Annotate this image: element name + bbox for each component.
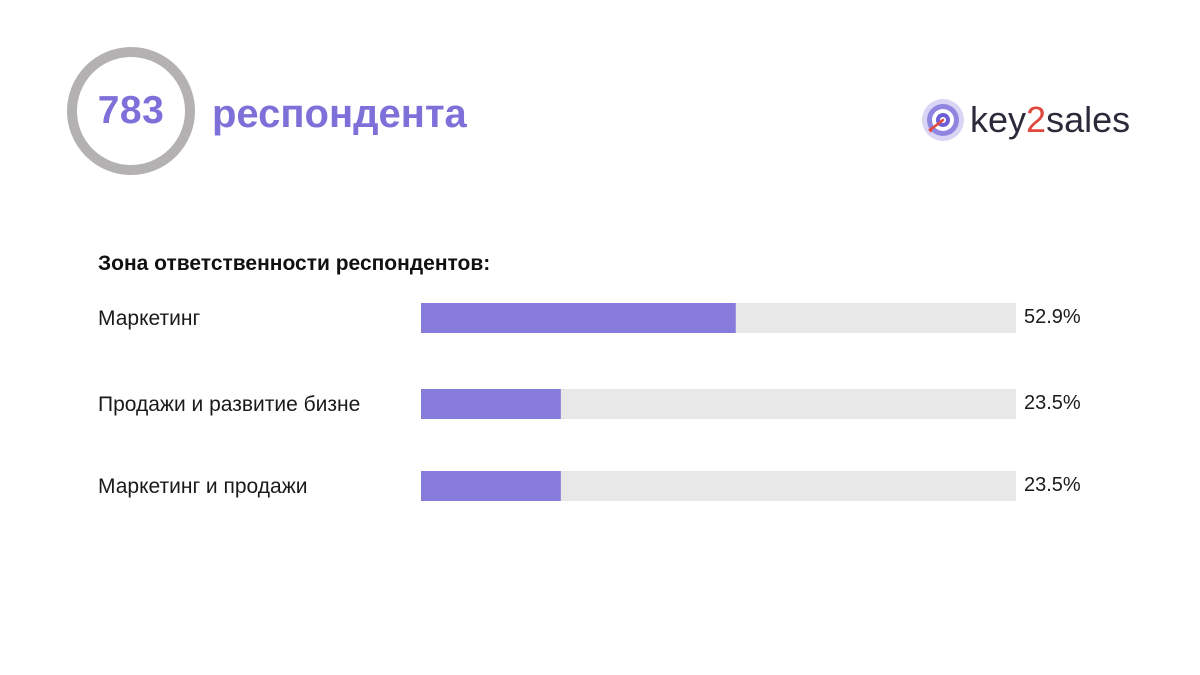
value-label: 23.5% [1024,474,1081,496]
category-label: Продажи и развитие бизне [98,393,361,416]
brand-logo: key2sales [920,94,1130,146]
logo-text-prefix: key [970,99,1027,140]
bar-fill [421,303,736,333]
category-label: Маркетинг и продажи [98,475,308,498]
count-ring [67,47,195,175]
respondent-count-label: респондента [212,92,467,136]
chart-title: Зона ответственности респондентов: [98,252,491,275]
bar-fill [421,389,561,419]
target-icon [922,99,964,141]
logo-text-accent: 2 [1026,99,1047,140]
value-label: 52.9% [1024,306,1081,328]
category-label: Маркетинг [98,307,201,330]
brand-logo-text: key2sales [970,94,1130,146]
respondent-count: 783 [97,89,165,132]
value-label: 23.5% [1024,392,1081,414]
logo-text-suffix: sales [1046,99,1131,140]
bar-fill [421,471,561,501]
